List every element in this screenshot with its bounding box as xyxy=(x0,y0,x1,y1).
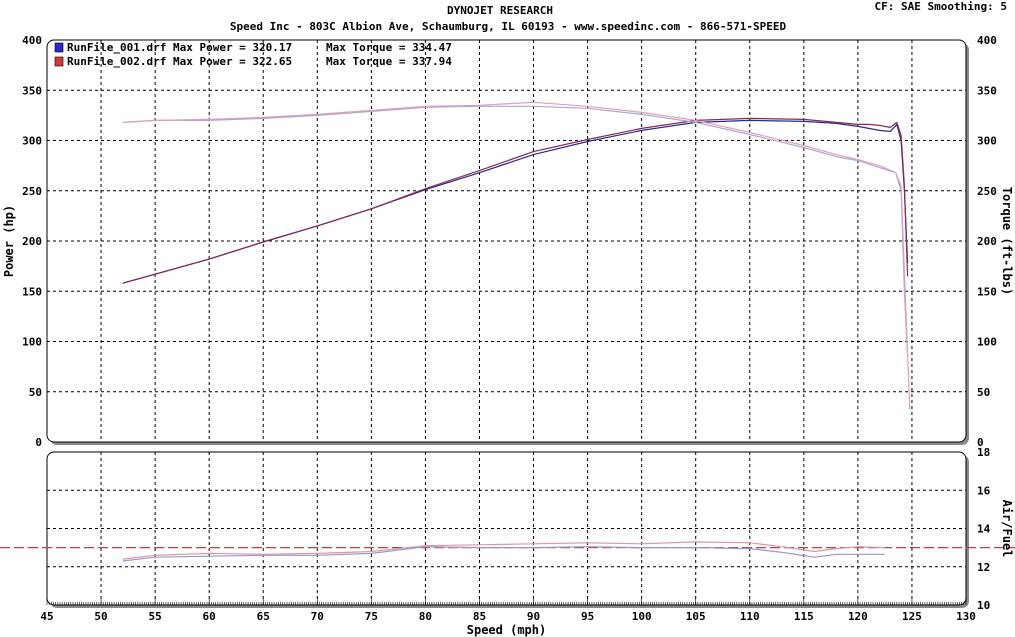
speed-tick-label: 80 xyxy=(419,610,432,623)
torque-tick-label: 100 xyxy=(977,336,997,349)
torque-tick-label: 50 xyxy=(977,386,990,399)
chart-title: DYNOJET RESEARCH xyxy=(447,4,553,17)
air-fuel-axis-label: Air/Fuel xyxy=(1000,500,1014,558)
power-tick-label: 50 xyxy=(29,386,42,399)
torque-tick-label: 0 xyxy=(977,436,984,449)
speed-tick-label: 120 xyxy=(848,610,868,623)
power-tick-label: 300 xyxy=(22,135,42,148)
torque-tick-label: 400 xyxy=(977,34,997,47)
power-torque-panel: 0 0 50 50 100 100 150 150 200 200 250 250 300 300 350 3… xyxy=(22,34,997,449)
speed-tick-label: 110 xyxy=(740,610,760,623)
torque-tick-label: 200 xyxy=(977,235,997,248)
legend-run1-torque: Max Torque = 334.47 xyxy=(326,41,452,54)
speed-tick-label: 85 xyxy=(473,610,486,623)
torque-curve-run2 xyxy=(122,101,911,410)
chart-subtitle: Speed Inc - 803C Albion Ave, Schaumburg,… xyxy=(230,20,787,33)
legend-run2-torque: Max Torque = 337.94 xyxy=(326,55,452,68)
air-fuel-panel: 10 12 14 16 18 45 50 55 60 65 70 75 80 85 90 95 100 105 11… xyxy=(0,446,1015,623)
speed-tick-label: 65 xyxy=(257,610,270,623)
speed-tick-label: 105 xyxy=(686,610,706,623)
speed-tick-label: 60 xyxy=(203,610,216,623)
power-tick-label: 100 xyxy=(22,336,42,349)
speed-tick-label: 70 xyxy=(311,610,324,623)
torque-curve-run1 xyxy=(122,105,909,357)
speed-tick-label: 115 xyxy=(794,610,814,623)
correction-smoothing-label: CF: SAE Smoothing: 5 xyxy=(875,0,1007,13)
speed-tick-label: 50 xyxy=(94,610,107,623)
af-tick-label: 10 xyxy=(977,599,990,612)
speed-tick-label: 45 xyxy=(40,610,53,623)
power-tick-label: 250 xyxy=(22,185,42,198)
speed-tick-label: 100 xyxy=(632,610,652,623)
power-axis-label: Power (hp) xyxy=(2,205,16,277)
power-tick-label: 150 xyxy=(22,285,42,298)
torque-axis-label: Torque (ft-lbs) xyxy=(1000,187,1014,295)
af-tick-label: 14 xyxy=(977,523,991,536)
speed-tick-label: 125 xyxy=(902,610,922,623)
af-tick-label: 16 xyxy=(977,484,991,497)
torque-tick-label: 350 xyxy=(977,84,997,97)
speed-axis-label: Speed (mph) xyxy=(467,623,546,637)
speed-tick-label: 55 xyxy=(148,610,161,623)
legend-swatch-run1 xyxy=(54,42,64,53)
legend: RunFile_001.drf Max Power = 320.17 Max T… xyxy=(54,41,452,68)
torque-tick-label: 150 xyxy=(977,285,997,298)
af-tick-label: 18 xyxy=(977,446,990,459)
speed-tick-label: 90 xyxy=(527,610,540,623)
power-tick-label: 400 xyxy=(22,34,42,47)
power-tick-label: 0 xyxy=(35,436,42,449)
speed-tick-label: 130 xyxy=(956,610,976,623)
torque-tick-label: 250 xyxy=(977,185,997,198)
af-curve-run2 xyxy=(122,541,885,560)
af-curve-run1 xyxy=(122,546,885,562)
torque-tick-label: 300 xyxy=(977,135,997,148)
power-tick-label: 200 xyxy=(22,235,42,248)
legend-swatch-run2 xyxy=(54,56,64,67)
speed-tick-label: 75 xyxy=(365,610,378,623)
af-tick-label: 12 xyxy=(977,561,990,574)
speed-tick-label: 95 xyxy=(581,610,594,623)
legend-run1-power: RunFile_001.drf Max Power = 320.17 xyxy=(67,41,292,54)
power-tick-label: 350 xyxy=(22,84,42,97)
legend-run2-power: RunFile_002.drf Max Power = 322.65 xyxy=(67,55,292,68)
